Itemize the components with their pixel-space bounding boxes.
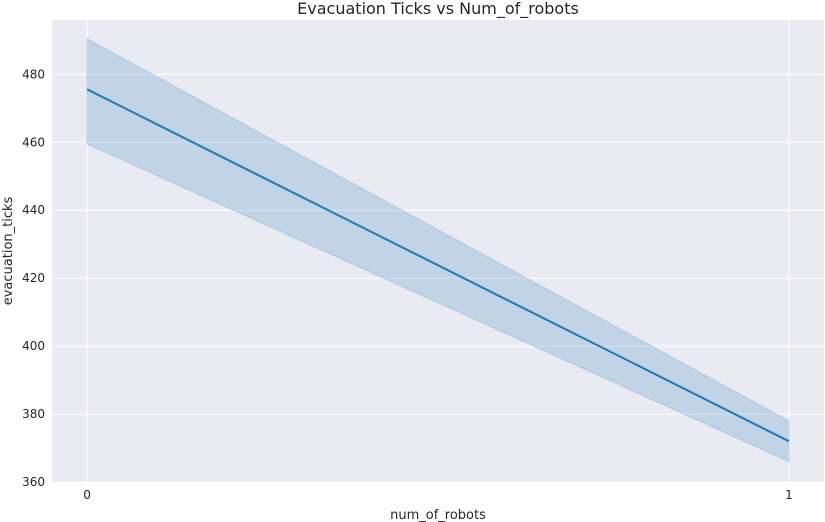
plot-area [52,20,824,482]
y-tick-label: 400 [22,339,45,353]
y-axis-label: evacuation_ticks [1,196,16,305]
grid-lines [52,20,824,483]
x-tick-label: 0 [83,488,91,502]
series-line-layer [86,88,790,443]
x-tick-label: 1 [785,488,793,502]
y-tick-label: 460 [22,135,45,149]
y-tick-label: 440 [22,203,45,217]
confidence-band [86,37,790,463]
y-tick-label: 480 [22,67,45,81]
confidence-band-layer [86,37,790,463]
y-tick-label: 380 [22,407,45,421]
y-tick-label: 420 [22,271,45,285]
y-tick-label: 360 [22,475,45,489]
chart-title: Evacuation Ticks vs Num_of_robots [297,0,579,19]
y-axis: 360 380 400 420 440 460 480 [22,67,45,489]
series-line [86,88,790,443]
x-axis-label: num_of_robots [390,508,486,522]
